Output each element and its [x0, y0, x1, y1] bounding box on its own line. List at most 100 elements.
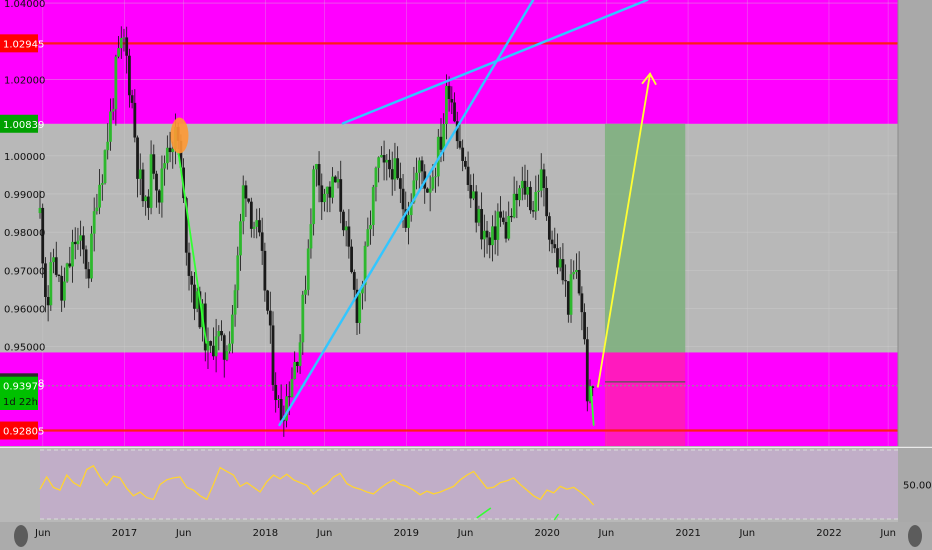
projection-arrow[interactable]: [597, 72, 651, 388]
drop-line-2020[interactable]: [589, 385, 595, 426]
candle-body: [165, 147, 169, 164]
candle-body: [68, 263, 72, 267]
price-tag-label: 1.02945: [3, 39, 44, 50]
candle-body: [323, 193, 326, 203]
candle-body: [277, 398, 280, 401]
time-axis[interactable]: Jun 2017 Jun 2018 Jun 2019 Jun 2020 Jun 2021 Jun 20…: [0, 522, 932, 550]
candle-body: [442, 124, 446, 150]
candle-body: [111, 109, 115, 112]
channel-lower-line[interactable]: [278, 0, 535, 427]
candle-body: [371, 187, 375, 226]
candle-body: [62, 281, 66, 301]
candle-body: [44, 263, 47, 297]
candle-body: [512, 193, 516, 218]
candle-body: [501, 217, 505, 222]
candle-body: [98, 184, 102, 208]
scroll-left-handle[interactable]: [14, 525, 28, 547]
candle-body: [572, 272, 576, 275]
candle-body: [428, 188, 432, 193]
candle-body: [547, 216, 551, 240]
candle-body: [455, 121, 459, 142]
y-tick-label: 0.95000: [4, 343, 45, 354]
candle-body: [515, 193, 519, 201]
candle-body: [580, 293, 584, 313]
x-tick-label: 2021: [675, 528, 701, 539]
candle-body: [591, 386, 595, 388]
candle-body: [155, 173, 158, 191]
candle-body: [57, 274, 61, 276]
candle-body: [526, 186, 530, 195]
price-scale-right[interactable]: [898, 0, 932, 446]
oscillator-divergence-line: [476, 507, 492, 519]
candle-body: [504, 221, 508, 239]
candle-body: [588, 386, 592, 402]
projection-arrow-head: [641, 72, 657, 86]
y-tick-label: 0.97000: [4, 266, 45, 277]
candle-body: [531, 210, 535, 212]
candle-body: [122, 37, 126, 39]
x-tick-label: 2020: [534, 528, 560, 539]
candle-body: [230, 314, 234, 344]
candle-body: [222, 335, 226, 360]
candle-body: [149, 154, 153, 208]
candle-body: [274, 384, 278, 401]
candle-body: [583, 312, 586, 340]
candle-body: [469, 184, 473, 199]
candle-body: [331, 176, 335, 198]
main-chart[interactable]: 1.04000 1.02000 1.00000 0.99000 0.98000 0.970…: [0, 0, 932, 446]
stop-zone-box[interactable]: [604, 352, 686, 446]
candle-body: [523, 180, 527, 195]
candle-body: [585, 339, 589, 402]
candle-body: [133, 102, 137, 138]
candle-body: [157, 190, 161, 203]
candle-body: [252, 226, 256, 229]
candle-body: [293, 361, 297, 380]
candle-body: [103, 150, 107, 184]
x-tick-label: 2017: [111, 528, 138, 539]
candle-body: [412, 180, 416, 203]
candle-body: [339, 179, 343, 212]
candle-body: [472, 191, 475, 199]
x-tick-label: 2019: [393, 528, 420, 539]
x-tick-label: Jun: [35, 528, 51, 539]
candle-body: [577, 269, 581, 294]
candle-body: [426, 188, 429, 193]
candle-body: [312, 169, 316, 225]
candle-body: [488, 237, 492, 246]
candle-body: [534, 191, 538, 212]
oscillator-line[interactable]: [39, 464, 595, 506]
candle-body: [260, 232, 264, 251]
candle-body: [258, 220, 261, 233]
candle-body: [141, 169, 145, 202]
candle-body: [352, 272, 356, 290]
y-tick-label: 1.00000: [4, 152, 45, 163]
candle-body: [298, 342, 302, 366]
candle-body: [79, 235, 83, 241]
candle-body: [203, 303, 207, 351]
target-zone-box[interactable]: [604, 123, 686, 353]
candle-body: [361, 284, 364, 294]
price-tag-bg: [0, 34, 38, 53]
candle-body: [268, 310, 272, 326]
candle-body: [401, 188, 405, 210]
candle-body: [461, 147, 465, 161]
candle-body: [114, 56, 118, 110]
scroll-right-handle[interactable]: [908, 525, 922, 547]
drop-line-2017[interactable]: [177, 149, 208, 344]
candle-body: [463, 160, 467, 167]
swing-high-marker[interactable]: [170, 117, 189, 154]
candle-body: [282, 420, 286, 422]
candle-body: [225, 351, 229, 360]
candle-body: [163, 163, 167, 169]
candle-body: [198, 291, 202, 328]
candle-body: [447, 85, 451, 100]
candle-body: [485, 230, 489, 238]
candle-body: [347, 226, 351, 247]
candle-body: [287, 396, 291, 398]
candle-body: [366, 229, 370, 246]
candle-body: [388, 159, 391, 170]
candle-body: [119, 37, 123, 49]
x-tick-label: Jun: [316, 528, 333, 539]
oscillator-panel[interactable]: 50.00: [0, 447, 932, 522]
candle-body: [54, 257, 58, 275]
